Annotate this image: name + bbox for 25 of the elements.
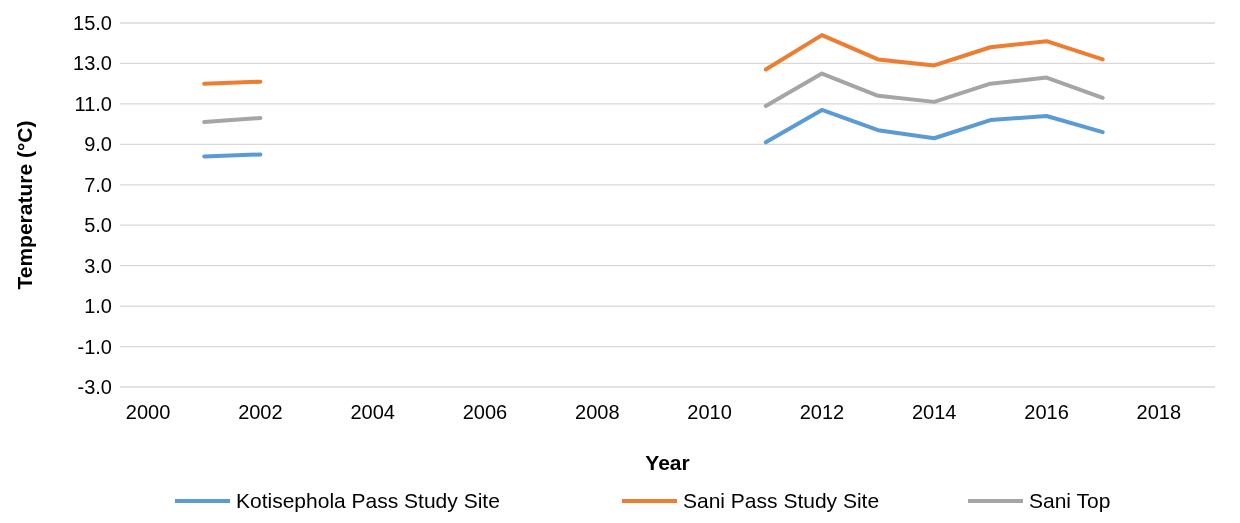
x-tick-label: 2004	[350, 401, 395, 423]
y-tick-label: 5.0	[84, 214, 112, 237]
y-tick-label: 1.0	[84, 295, 112, 318]
y-axis-title: Temperature (°C)	[13, 120, 36, 290]
y-tick-label: -1.0	[77, 335, 112, 358]
x-axis-title: Year	[645, 451, 690, 474]
x-tick-label: 2016	[1024, 401, 1069, 423]
y-tick-label: 11.0	[74, 92, 112, 115]
x-tick-label: 2006	[462, 401, 508, 423]
y-tick-label: 7.0	[84, 173, 112, 196]
x-tick-label: 2002	[238, 401, 283, 423]
y-tick-label: 15.0	[73, 12, 112, 34]
x-tick-label: 2008	[575, 401, 620, 423]
y-tick-label: 13.0	[73, 52, 112, 75]
x-tick-label: 2018	[1136, 401, 1182, 423]
x-tick-label: 2014	[911, 401, 957, 423]
legend-label: Sani Top	[1029, 489, 1111, 512]
x-tick-label: 2000	[125, 401, 171, 423]
legend-label: Sani Pass Study Site	[683, 489, 880, 512]
legend-label: Kotisephola Pass Study Site	[236, 489, 500, 512]
x-tick-label: 2010	[687, 401, 732, 423]
y-tick-label: 9.0	[84, 133, 112, 156]
y-tick-label: 3.0	[84, 254, 112, 277]
x-tick-label: 2012	[799, 401, 845, 423]
y-tick-label: -3.0	[77, 376, 112, 398]
